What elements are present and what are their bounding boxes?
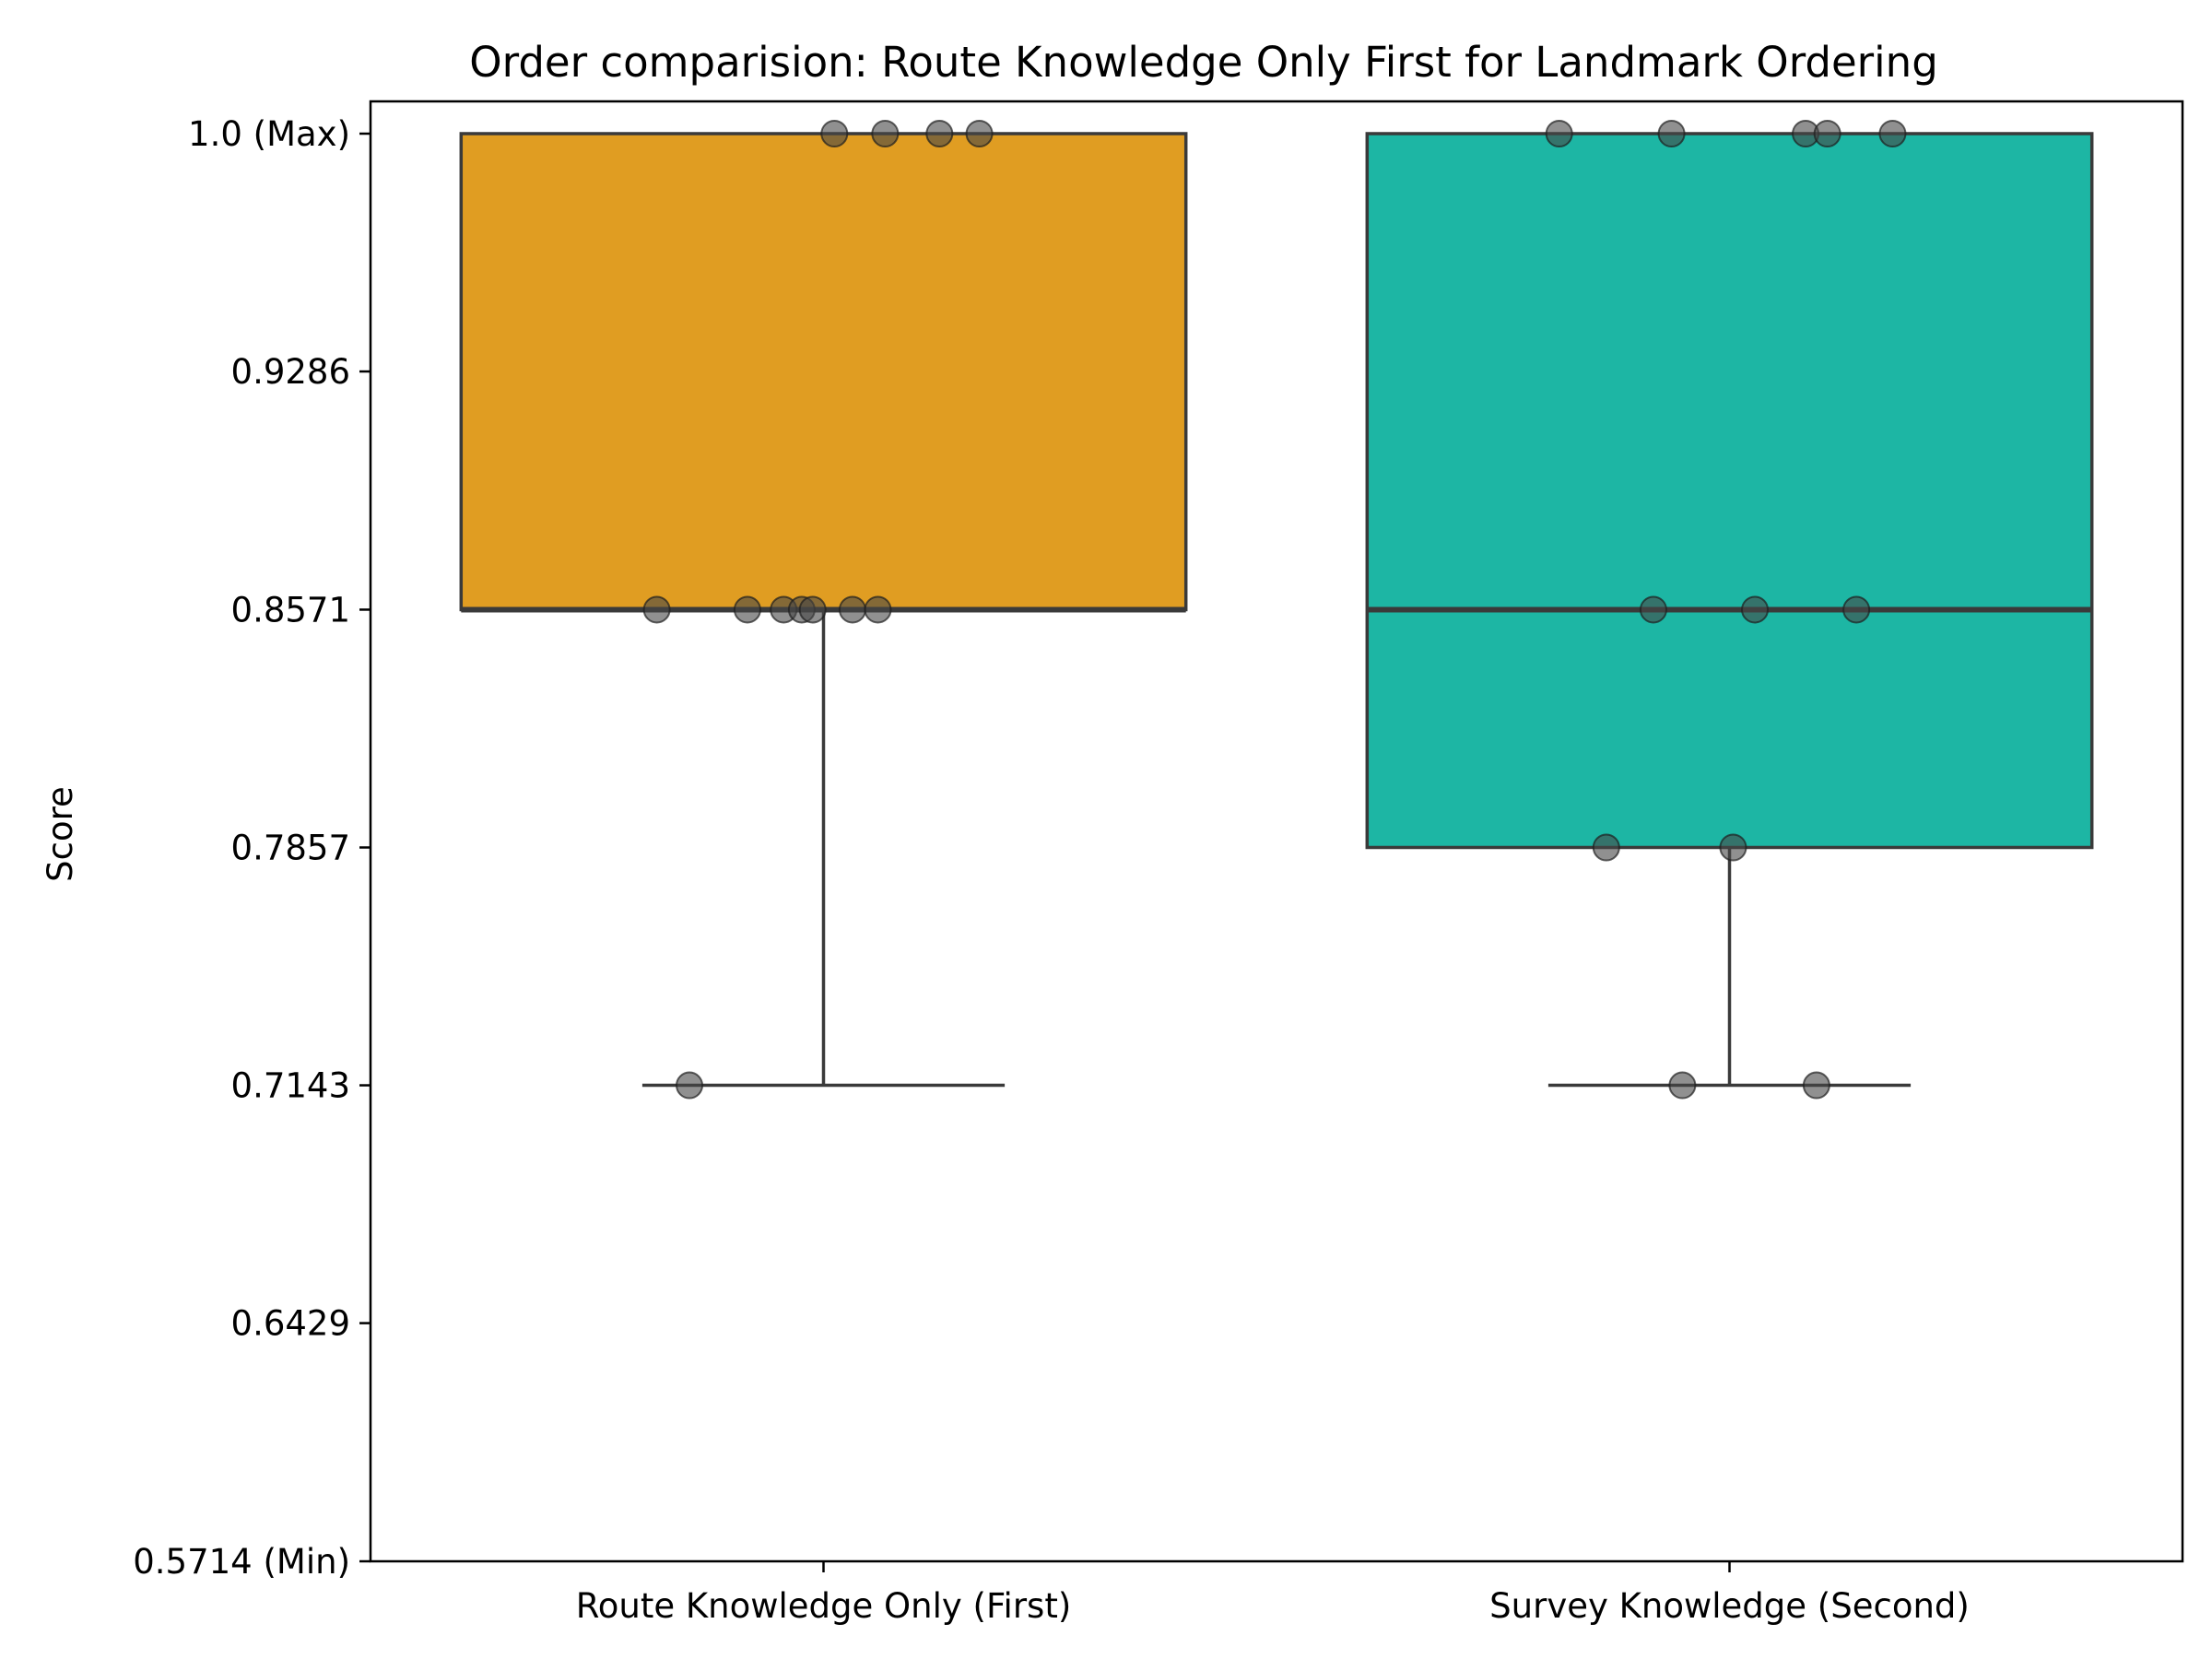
data-point — [864, 595, 892, 624]
y-tick-label: 0.8571 — [231, 590, 350, 629]
data-point — [871, 120, 900, 147]
data-point — [1545, 120, 1573, 147]
chart-title: Order comparision: Route Knowledge Only … — [469, 38, 1938, 87]
y-axis-label: Score — [41, 786, 80, 882]
plot-area: 1.0 (Max) 0.9286 0.8571 0.7857 0.7143 0.6429 0… — [133, 100, 2184, 1626]
box-2 — [1365, 132, 2094, 850]
data-point — [1813, 120, 1841, 147]
data-point — [1668, 1071, 1697, 1100]
data-point — [1639, 595, 1667, 624]
data-point — [965, 120, 994, 147]
data-point — [676, 1071, 704, 1100]
data-point — [798, 595, 827, 624]
y-tick-label: 0.7143 — [231, 1066, 350, 1106]
data-point — [1878, 120, 1907, 147]
data-point — [1592, 833, 1620, 862]
data-point — [1741, 595, 1770, 624]
data-point — [1657, 120, 1686, 147]
x-tick-label: Survey Knowledge (Second) — [1489, 1586, 1970, 1626]
y-tick-label: 0.5714 (Min) — [133, 1542, 350, 1582]
data-point — [733, 595, 761, 624]
data-point — [820, 120, 849, 147]
y-tick-label: 0.6429 — [231, 1304, 350, 1344]
y-tick-label: 0.7857 — [231, 829, 350, 868]
data-point — [1719, 833, 1747, 862]
box-1 — [459, 132, 1188, 612]
data-point — [1802, 1071, 1830, 1100]
data-point — [1842, 595, 1871, 624]
y-tick-label: 0.9286 — [231, 352, 350, 392]
plot-frame — [369, 100, 2184, 1563]
y-tick-label: 1.0 (Max) — [188, 114, 350, 154]
data-point — [642, 595, 671, 624]
data-point — [925, 120, 954, 147]
x-tick-label: Route Knowledge Only (First) — [576, 1586, 1072, 1626]
data-point — [838, 595, 866, 624]
